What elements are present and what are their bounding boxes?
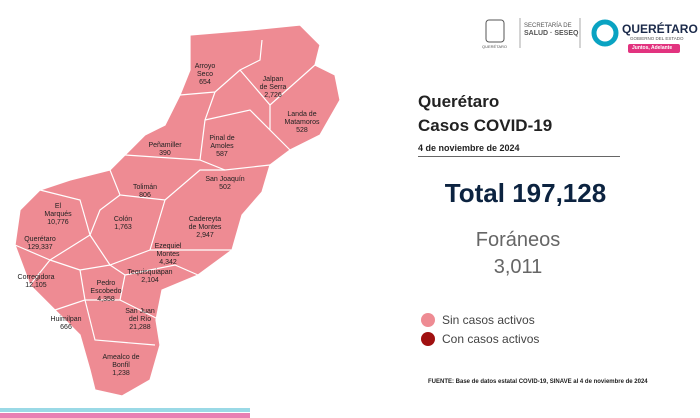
case-count: 2,947 xyxy=(196,232,214,239)
queretaro-logo xyxy=(591,19,680,53)
municipality-name: San Juan xyxy=(125,308,155,315)
municipality-name: Tequisquiapan xyxy=(127,269,173,276)
municipality-label: Peñamiller 390 xyxy=(148,142,181,158)
municipality-name: Corregidora xyxy=(17,274,55,281)
municipality-name: Escobedo xyxy=(90,288,122,295)
municipality-name: de Montes xyxy=(188,224,222,231)
municipality-name: Landa de xyxy=(287,111,317,118)
slogan: Juntos, Adelante xyxy=(632,45,673,51)
municipality-label: El Marqués 10,776 xyxy=(44,203,71,227)
municipality-name: Montes xyxy=(156,251,180,258)
municipality-name: Amealco de xyxy=(102,354,140,361)
case-count: 2,104 xyxy=(141,277,159,284)
municipality-name: Arroyo xyxy=(194,63,216,70)
municipality-name: Matamoros xyxy=(284,119,320,126)
title-line: Querétaro xyxy=(418,92,500,111)
case-count: 654 xyxy=(199,79,211,86)
municipality-label: Jalpan de Serra 2,726 xyxy=(260,76,287,100)
municipality-name: El xyxy=(54,203,62,210)
legend-swatch xyxy=(421,313,435,327)
municipality-name: Seco xyxy=(197,71,213,78)
municipality-name: Bonfil xyxy=(112,362,130,369)
municipality-label: Tequisquiapan 2,104 xyxy=(127,269,172,285)
total: Total 197,128 xyxy=(444,178,607,208)
government: GOBIERNO DEL ESTADO xyxy=(630,36,684,41)
case-count: 2,726 xyxy=(264,92,282,99)
municipality-name: Colón xyxy=(113,216,133,223)
municipality-label: San Juan del Río 21,288 xyxy=(125,308,155,332)
footer-stripe xyxy=(0,408,250,412)
case-count: 21,288 xyxy=(129,324,151,331)
footer-stripe xyxy=(0,413,250,418)
ministry-name: SECRETARÍA DE SALUD · SESEQ xyxy=(524,23,578,37)
state-name: QUERÉTARO xyxy=(622,22,698,36)
case-count: 1,238 xyxy=(112,370,130,377)
case-count: 587 xyxy=(216,151,228,158)
municipality-name: Cadereyta xyxy=(188,216,222,223)
municipality-name: San Joaquín xyxy=(205,176,245,183)
legend-label: Con casos activos xyxy=(442,332,540,346)
case-count: 502 xyxy=(219,184,231,191)
municipality-label: Colón 1,763 xyxy=(114,216,132,232)
municipality-label: Querétaro 129,337 xyxy=(24,236,56,252)
municipality-name: Jalpan xyxy=(262,76,284,83)
municipality-label: Ezequiel Montes 4,342 xyxy=(155,243,182,267)
date: 4 de noviembre de 2024 xyxy=(418,143,520,153)
municipality-name: Marqués xyxy=(44,211,72,218)
emblem-caption: QUERÉTARO xyxy=(482,44,508,49)
municipality-name: Pinal de xyxy=(209,135,235,142)
municipality-name: de Serra xyxy=(259,84,287,91)
title-line: Casos COVID-19 xyxy=(418,116,553,135)
case-count: 390 xyxy=(159,150,171,157)
municipality-label: Amealco de Bonfil 1,238 xyxy=(103,354,140,378)
municipality-label: Arroyo Seco 654 xyxy=(195,63,216,87)
municipality-label: Cadereyta de Montes 2,947 xyxy=(189,216,222,240)
case-count: 4,342 xyxy=(159,259,177,266)
ministry-line: SALUD · SESEQ xyxy=(524,30,579,37)
municipality-label: Tolimán 806 xyxy=(133,184,157,200)
municipality-label: Corregidora 12,105 xyxy=(18,274,55,290)
seseq-logo xyxy=(485,18,581,48)
ministry-line: SECRETARÍA DE xyxy=(524,23,572,29)
municipality-name: Tolimán xyxy=(132,184,158,191)
legend-label: Sin casos activos xyxy=(442,313,535,327)
municipality-label: Pedro Escobedo 4,358 xyxy=(90,280,121,304)
title: Querétaro Casos COVID-19 xyxy=(418,90,552,138)
municipality-label: Landa de Matamoros 528 xyxy=(284,111,319,135)
foreign-label: Foráneos xyxy=(475,229,561,251)
municipality-name: Ezequiel xyxy=(154,243,182,250)
divider xyxy=(418,156,620,157)
case-count: 666 xyxy=(60,324,72,331)
legend-swatch xyxy=(421,332,435,346)
case-count: 1,763 xyxy=(114,224,132,231)
case-count: 10,776 xyxy=(47,219,69,226)
case-count: 528 xyxy=(296,127,308,134)
case-count: 806 xyxy=(139,192,151,199)
source: FUENTE: Base de datos estatal COVID-19, … xyxy=(428,379,648,385)
municipality-name: del Río xyxy=(128,316,152,323)
municipality-label: San Joaquín 502 xyxy=(205,176,244,192)
case-count: 12,105 xyxy=(25,282,47,289)
municipality-name: Pedro xyxy=(96,280,116,287)
municipality-name: Huimilpan xyxy=(50,316,82,323)
case-count: 4,358 xyxy=(97,296,115,303)
municipality-label: Huimilpan 666 xyxy=(50,316,81,332)
state-shape xyxy=(14,24,341,397)
municipality-name: Amoles xyxy=(210,143,234,150)
foreign-value: 3,011 xyxy=(493,256,543,278)
municipality-name: Peñamiller xyxy=(148,142,182,149)
municipality-name: Querétaro xyxy=(24,236,56,243)
municipality-label: Pinal de Amoles 587 xyxy=(209,135,234,159)
municipal-borders xyxy=(14,39,316,346)
case-count: 129,337 xyxy=(27,244,53,251)
